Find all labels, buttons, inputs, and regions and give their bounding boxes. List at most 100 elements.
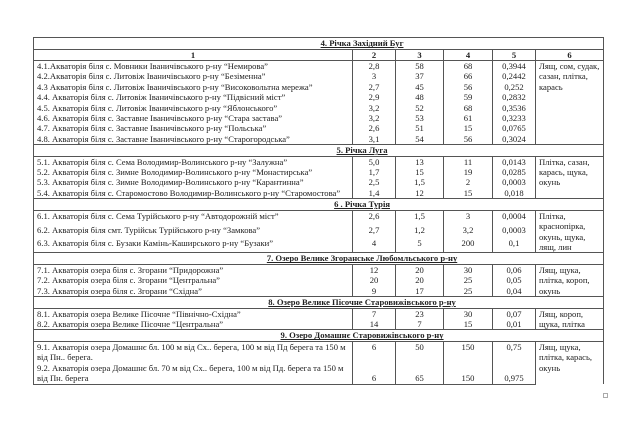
column-header: 5 <box>492 48 536 61</box>
value-c3: 45 <box>395 81 444 93</box>
value-c2: 1,7 <box>352 167 396 178</box>
value-c3: 1,5 <box>395 177 444 188</box>
value-c4: 30 <box>443 307 493 320</box>
value-c5: 0,0143 <box>492 155 536 168</box>
section-row: 4. Річка Західний Буг <box>32 37 605 50</box>
value-c3: 13 <box>395 155 444 168</box>
value-c3: 23 <box>395 307 444 320</box>
area-name: 7.3. Акваторія озера біля с. Згорани “Сх… <box>33 285 353 298</box>
value-c5: 0,2442 <box>492 71 536 82</box>
table-row: 8.1. Акваторія озера Велике Пісочне “Пів… <box>33 307 605 330</box>
column-header: 6 <box>534 48 605 61</box>
value-c5: 0,3944 <box>492 59 536 72</box>
value-c5: 0,1 <box>492 238 536 254</box>
fish-species: Лящ, щука, плітка, короп, окунь <box>534 263 605 297</box>
table-resize-handle[interactable] <box>603 393 608 398</box>
value-c2: 6 <box>352 340 396 363</box>
value-c3: 48 <box>395 92 444 103</box>
value-c2: 6 <box>352 362 396 385</box>
value-c4: 150 <box>443 340 493 363</box>
area-name: 5.1. Акваторія біля с. Сема Володимир-Во… <box>33 155 353 168</box>
value-c2: 2,7 <box>352 81 396 93</box>
area-name: 4.4. Акваторія біля с. Литовіж Іваничівс… <box>33 92 353 103</box>
area-name: 4.5. Акваторія біля с. Литовіж Іваничівс… <box>33 102 353 113</box>
value-c2: 5,0 <box>352 155 396 168</box>
value-c5: 0,75 <box>492 340 536 363</box>
value-c2: 3 <box>352 71 396 82</box>
fish-species: Лящ, щука, плітка, карась, окунь <box>534 340 605 385</box>
value-c2: 2,8 <box>352 59 396 72</box>
value-c2: 14 <box>352 319 396 331</box>
value-c2: 2,6 <box>352 123 396 134</box>
fishing-areas-table: 4. Річка Західний Буг 1 2 3 4 5 6 4.1.Акваторія… <box>32 37 605 385</box>
value-c2: 2,7 <box>352 224 396 239</box>
value-c4: 15 <box>443 123 493 134</box>
table-row: 5.1. Акваторія біля с. Сема Володимир-Во… <box>33 155 605 199</box>
value-c5: 0,2832 <box>492 92 536 103</box>
table-row: 6.3. Акваторія біля с. Бузаки Камінь-Каш… <box>33 238 604 254</box>
value-c4: 61 <box>443 112 493 124</box>
table-row: 7.3. Акваторія озера біля с. Згорани “Сх… <box>33 285 604 298</box>
table-row: 4.7. Акваторія біля с. Заставне Іваничів… <box>33 123 604 134</box>
value-c4: 68 <box>443 59 493 72</box>
table-row: 6.1. Акваторія біля с. Сема Турійського … <box>33 209 605 253</box>
value-c3: 17 <box>395 285 444 298</box>
value-c2: 12 <box>352 263 396 276</box>
value-c4: 15 <box>443 187 493 200</box>
value-c4: 56 <box>443 133 493 146</box>
value-c4: 150 <box>443 362 493 385</box>
value-c4: 2 <box>443 177 493 188</box>
section-title: 8. Озеро Велике Пісочне Старовижівського… <box>32 296 605 309</box>
table-row: 4.1.Акваторія біля с. Мовники Іваничівсь… <box>33 59 605 145</box>
value-c3: 7 <box>395 319 444 331</box>
table-row: 4.2.Акваторія біля с. Литовіж Іваничівсь… <box>33 71 604 82</box>
area-name: 6.3. Акваторія біля с. Бузаки Камінь-Каш… <box>33 238 353 254</box>
value-c4: 25 <box>443 275 493 286</box>
value-c5: 0,3536 <box>492 102 536 113</box>
value-c3: 1,2 <box>395 224 444 239</box>
value-c3: 5 <box>395 238 444 254</box>
table-row: 8.2. Акваторія озера Велике Пісочне “Цен… <box>33 319 604 331</box>
area-name: 5.2. Акваторія біля с. Зимне Володимир-В… <box>33 167 353 178</box>
area-name: 4.2.Акваторія біля с. Литовіж Іваничівсь… <box>33 71 353 82</box>
value-c4: 59 <box>443 92 493 103</box>
area-name: 8.2. Акваторія озера Велике Пісочне “Цен… <box>33 319 353 331</box>
area-name: 4.7. Акваторія біля с. Заставне Іваничів… <box>33 123 353 134</box>
table-row: 5.4. Акваторія біля с. Старомостово Воло… <box>33 187 604 200</box>
table-row: 4.8. Акваторія біля с. Заставне Іваничів… <box>33 133 604 146</box>
value-c2: 20 <box>352 275 396 286</box>
section-row: 7. Озеро Велике Згоранське Любомльського… <box>32 252 605 265</box>
column-header: 1 <box>33 48 353 61</box>
value-c2: 3,2 <box>352 112 396 124</box>
value-c4: 68 <box>443 102 493 113</box>
value-c4: 11 <box>443 155 493 168</box>
table-row: 6.2. Акваторія біля смт. Турійськ Турійс… <box>33 224 604 239</box>
value-c4: 66 <box>443 71 493 82</box>
value-c5: 0,0003 <box>492 177 536 188</box>
value-c5: 0,01 <box>492 319 536 331</box>
value-c3: 20 <box>395 263 444 276</box>
value-c5: 0,3233 <box>492 112 536 124</box>
area-name: 9.1. Акваторія озера Домашнє бл. 100 м в… <box>33 340 353 363</box>
value-c3: 52 <box>395 102 444 113</box>
value-c4: 56 <box>443 81 493 93</box>
fish-species: Плітка, краснопірка, окунь, щука, лящ, л… <box>534 209 605 253</box>
section-row: 9. Озеро Домашнє Старовижівського р-ну <box>32 329 605 342</box>
value-c2: 2,9 <box>352 92 396 103</box>
fish-species: Плітка, сазан, карась, щука, окунь <box>534 155 605 199</box>
area-name: 4.3 Акваторія біля с. Литовіж Іваничівсь… <box>33 81 353 93</box>
value-c4: 30 <box>443 263 493 276</box>
value-c2: 7 <box>352 307 396 320</box>
value-c4: 3,2 <box>443 224 493 239</box>
area-name: 7.2. Акваторія озера біля с. Згорани “Це… <box>33 275 353 286</box>
table-row: 7.2. Акваторія озера біля с. Згорани “Це… <box>33 275 604 286</box>
table-row: 4.4. Акваторія біля с. Литовіж Іваничівс… <box>33 92 604 103</box>
value-c5: 0,018 <box>492 187 536 200</box>
column-header: 3 <box>395 48 444 61</box>
value-c4: 19 <box>443 167 493 178</box>
value-c5: 0,975 <box>492 362 536 385</box>
area-name: 8.1. Акваторія озера Велике Пісочне “Пів… <box>33 307 353 320</box>
area-name: 4.8. Акваторія біля с. Заставне Іваничів… <box>33 133 353 146</box>
value-c5: 0,04 <box>492 285 536 298</box>
value-c4: 15 <box>443 319 493 331</box>
